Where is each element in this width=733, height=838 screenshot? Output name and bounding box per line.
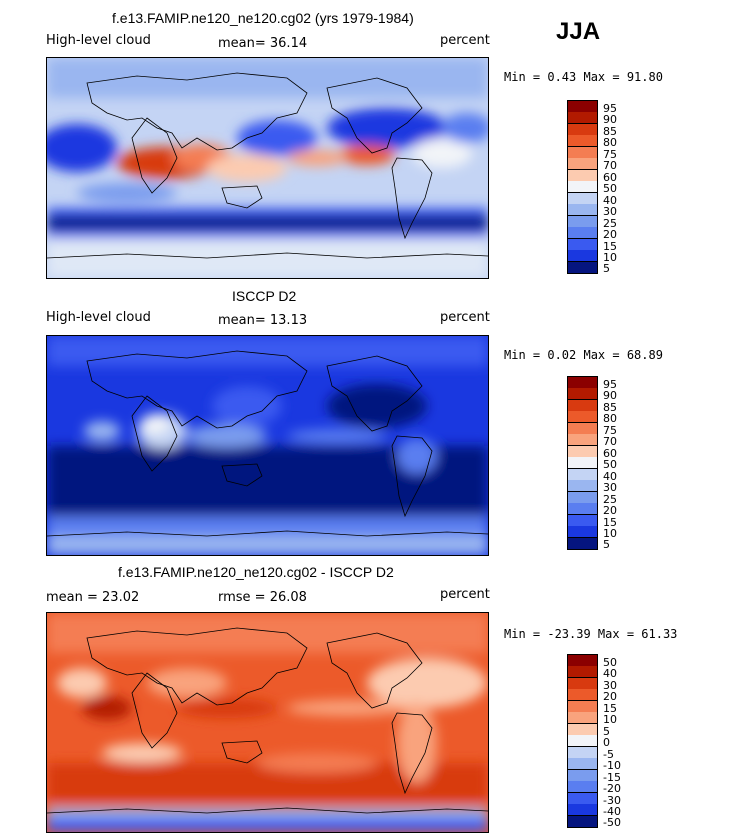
panel1-colorbar-label: 30	[603, 205, 617, 218]
panel2-colorbar-bin	[568, 538, 597, 549]
panel2-colorbar-label: 40	[603, 470, 617, 483]
panel2-colorbar-label: 30	[603, 481, 617, 494]
panel1-colorbar-bin	[568, 181, 597, 193]
panel1-colorbar-bin	[568, 250, 597, 262]
panel2-colorbar-label: 80	[603, 412, 617, 425]
panel2-colorbar-bin	[568, 526, 597, 538]
panel3-rmse-label: rmse = 26.08	[218, 590, 307, 605]
panel2-colorbar-label: 15	[603, 516, 617, 529]
panel1-colorbar-bin	[568, 204, 597, 216]
panel3-colorbar-bin	[568, 735, 597, 747]
panel2-colorbar-label: 25	[603, 493, 617, 506]
season-label: JJA	[556, 18, 601, 45]
panel3-colorbar-label: 50	[603, 656, 617, 669]
panel2-map	[46, 335, 489, 556]
panel1-colorbar	[567, 100, 598, 274]
panel1-colorbar-bin	[568, 158, 597, 170]
panel1-variable-label: High-level cloud	[46, 33, 151, 48]
panel3-colorbar-bin	[568, 666, 597, 678]
panel3-colorbar-bin	[568, 816, 597, 827]
panel1-colorbar-label: 5	[603, 262, 610, 275]
panel1-colorbar-bin	[568, 262, 597, 273]
panel2-colorbar-bin	[568, 457, 597, 469]
panel3-colorbar-bin	[568, 804, 597, 816]
panel2-map-field	[47, 336, 488, 555]
panel3-colorbar-label: -5	[603, 748, 614, 761]
panel2-colorbar-label: 5	[603, 538, 610, 551]
panel1-colorbar-label: 20	[603, 228, 617, 241]
panel3-colorbar-label: -30	[603, 794, 621, 807]
panel2-variable-label: High-level cloud	[46, 310, 151, 325]
panel3-colorbar-label: -50	[603, 816, 621, 829]
panel3-map	[46, 612, 489, 833]
panel3-colorbar-bin	[568, 758, 597, 770]
panel2-colorbar-label: 10	[603, 527, 617, 540]
panel1-colorbar-label: 60	[603, 171, 617, 184]
panel1-map-field	[47, 58, 488, 278]
panel2-minmax: Min = 0.02 Max = 68.89	[504, 348, 663, 362]
panel1-colorbar-label: 15	[603, 240, 617, 253]
panel1-units-label: percent	[440, 33, 490, 48]
panel3-colorbar-label: 10	[603, 713, 617, 726]
panel1-colorbar-label: 95	[603, 102, 617, 115]
panel3-colorbar-label: 20	[603, 690, 617, 703]
panel3-colorbar-bin	[568, 712, 597, 724]
panel3-mean-label: mean = 23.02	[46, 590, 140, 605]
panel2-colorbar-bin	[568, 480, 597, 492]
panel3-minmax: Min = -23.39 Max = 61.33	[504, 627, 678, 641]
panel3-colorbar-label: 15	[603, 702, 617, 715]
panel3-colorbar-bin	[568, 689, 597, 701]
panel1-minmax: Min = 0.43 Max = 91.80	[504, 70, 663, 84]
panel3-colorbar-label: -15	[603, 771, 621, 784]
panel3-colorbar-label: 0	[603, 736, 610, 749]
panel3-units-label: percent	[440, 587, 490, 602]
panel2-colorbar-label: 75	[603, 424, 617, 437]
panel1-colorbar-label: 40	[603, 194, 617, 207]
panel2-colorbar-bin	[568, 503, 597, 515]
panel1-colorbar-label: 80	[603, 136, 617, 149]
panel3-colorbar-label: -40	[603, 805, 621, 818]
panel3-map-field	[47, 613, 488, 832]
panel2-title: ISCCP D2	[232, 288, 297, 304]
panel3-colorbar-label: -10	[603, 759, 621, 772]
panel1-colorbar-bin	[568, 135, 597, 147]
panel3-colorbar-label: 5	[603, 725, 610, 738]
panel3-colorbar-label: 30	[603, 679, 617, 692]
panel2-colorbar-bin	[568, 434, 597, 446]
panel2-colorbar-label: 85	[603, 401, 617, 414]
panel1-coastlines	[47, 72, 488, 259]
panel1-map	[46, 57, 489, 279]
panel1-colorbar-label: 70	[603, 159, 617, 172]
panel3-coastlines	[47, 627, 488, 814]
panel1-colorbar-label: 10	[603, 251, 617, 264]
panel3-colorbar-label: -20	[603, 782, 621, 795]
panel2-colorbar-label: 95	[603, 378, 617, 391]
panel2-coastlines	[47, 350, 488, 537]
panel2-colorbar-label: 90	[603, 389, 617, 402]
panel3-colorbar-bin	[568, 781, 597, 793]
panel3-colorbar-label: 40	[603, 667, 617, 680]
panel1-colorbar-label: 75	[603, 148, 617, 161]
panel1-colorbar-label: 50	[603, 182, 617, 195]
panel1-colorbar-label: 85	[603, 125, 617, 138]
panel2-units-label: percent	[440, 310, 490, 325]
panel2-colorbar-label: 50	[603, 458, 617, 471]
panel2-colorbar-label: 60	[603, 447, 617, 460]
panel3-colorbar	[567, 654, 598, 828]
panel1-mean-label: mean= 36.14	[218, 36, 308, 51]
panel2-colorbar-label: 20	[603, 504, 617, 517]
panel2-mean-label: mean= 13.13	[218, 313, 308, 328]
panel1-title: f.e13.FAMIP.ne120_ne120.cg02 (yrs 1979-1…	[112, 10, 414, 26]
panel1-colorbar-label: 25	[603, 217, 617, 230]
panel1-colorbar-label: 90	[603, 113, 617, 126]
panel3-title: f.e13.FAMIP.ne120_ne120.cg02 - ISCCP D2	[118, 564, 394, 580]
panel2-colorbar-bin	[568, 388, 597, 400]
panel2-colorbar	[567, 376, 598, 550]
panel2-colorbar-label: 70	[603, 435, 617, 448]
panel2-colorbar-bin	[568, 411, 597, 423]
panel1-colorbar-bin	[568, 227, 597, 239]
panel1-colorbar-bin	[568, 112, 597, 124]
